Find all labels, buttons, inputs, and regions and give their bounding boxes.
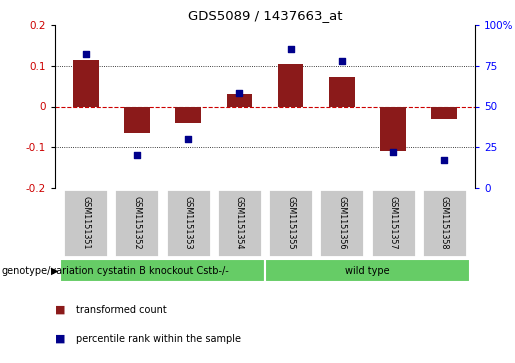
FancyBboxPatch shape xyxy=(114,189,160,257)
FancyBboxPatch shape xyxy=(166,189,211,257)
FancyBboxPatch shape xyxy=(217,189,262,257)
Title: GDS5089 / 1437663_at: GDS5089 / 1437663_at xyxy=(188,9,342,23)
Text: ■: ■ xyxy=(55,305,65,315)
Text: GSM1151352: GSM1151352 xyxy=(132,196,142,250)
Bar xyxy=(176,106,201,123)
FancyBboxPatch shape xyxy=(370,189,416,257)
Text: cystatin B knockout Cstb-/-: cystatin B knockout Cstb-/- xyxy=(97,265,229,276)
Bar xyxy=(432,106,457,119)
Bar xyxy=(329,77,355,106)
Bar xyxy=(124,106,150,133)
Point xyxy=(81,52,90,57)
Point xyxy=(184,136,192,142)
Point xyxy=(338,58,346,64)
Text: GSM1151355: GSM1151355 xyxy=(286,196,295,250)
Text: GSM1151358: GSM1151358 xyxy=(440,196,449,250)
FancyBboxPatch shape xyxy=(60,259,265,282)
FancyBboxPatch shape xyxy=(319,189,365,257)
Text: transformed count: transformed count xyxy=(76,305,166,315)
Bar xyxy=(227,94,252,106)
Bar xyxy=(380,106,406,151)
Text: GSM1151356: GSM1151356 xyxy=(337,196,346,250)
FancyBboxPatch shape xyxy=(265,259,470,282)
Text: GSM1151354: GSM1151354 xyxy=(235,196,244,250)
FancyBboxPatch shape xyxy=(268,189,313,257)
Bar xyxy=(278,64,303,106)
Point xyxy=(440,158,449,163)
Bar xyxy=(73,60,98,106)
FancyBboxPatch shape xyxy=(422,189,467,257)
Point xyxy=(286,46,295,52)
Text: genotype/variation: genotype/variation xyxy=(1,265,94,276)
Text: ■: ■ xyxy=(55,334,65,344)
Text: GSM1151351: GSM1151351 xyxy=(81,196,90,250)
Text: percentile rank within the sample: percentile rank within the sample xyxy=(76,334,241,344)
FancyBboxPatch shape xyxy=(63,189,108,257)
Text: ▶: ▶ xyxy=(50,265,58,276)
Point xyxy=(389,149,397,155)
Text: GSM1151353: GSM1151353 xyxy=(184,196,193,250)
Text: GSM1151357: GSM1151357 xyxy=(388,196,398,250)
Point xyxy=(235,90,244,96)
Point xyxy=(133,152,141,158)
Text: wild type: wild type xyxy=(345,265,390,276)
